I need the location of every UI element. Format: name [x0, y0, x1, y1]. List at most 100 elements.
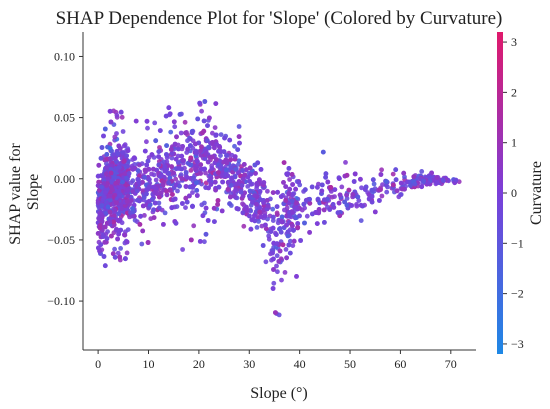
scatter-point — [184, 174, 190, 180]
scatter-point — [138, 213, 144, 219]
scatter-point — [172, 124, 178, 130]
scatter-point — [128, 198, 134, 203]
x-tick-label: 0 — [95, 357, 101, 371]
x-axis-ticks: 0 10 20 30 40 50 60 70 — [95, 350, 457, 371]
scatter-point — [228, 165, 234, 171]
scatter-point — [166, 105, 172, 111]
colorbar-gradient — [497, 32, 503, 354]
scatter-point — [248, 171, 254, 177]
scatter-point — [237, 140, 242, 146]
scatter-point — [244, 208, 250, 214]
scatter-point — [125, 187, 130, 193]
scatter-point — [275, 269, 280, 275]
scatter-point — [162, 164, 168, 170]
scatter-point — [119, 114, 125, 120]
scatter-point — [140, 179, 145, 185]
scatter-point — [262, 213, 268, 219]
scatter-point — [111, 213, 117, 219]
scatter-point — [193, 141, 198, 147]
scatter-point — [342, 199, 347, 205]
scatter-point — [315, 196, 321, 202]
scatter-point — [370, 177, 376, 183]
scatter-point — [95, 173, 101, 179]
scatter-point — [358, 218, 364, 224]
scatter-point — [257, 189, 263, 194]
scatter-point — [188, 143, 193, 149]
scatter-point — [307, 230, 312, 235]
scatter-point — [286, 191, 292, 197]
scatter-point — [105, 204, 111, 210]
scatter-point — [294, 274, 299, 279]
scatter-point — [332, 187, 338, 193]
scatter-point — [144, 191, 149, 197]
scatter-point — [339, 184, 345, 190]
scatter-point — [227, 201, 233, 207]
scatter-point — [164, 152, 169, 157]
scatter-point — [101, 181, 107, 186]
scatter-point — [419, 169, 425, 174]
scatter-point — [218, 163, 223, 169]
scatter-point — [112, 156, 118, 161]
scatter-point — [199, 108, 205, 114]
scatter-point — [378, 187, 383, 193]
scatter-point — [224, 167, 229, 173]
scatter-point — [291, 227, 296, 233]
scatter-point — [169, 151, 175, 156]
scatter-point — [137, 162, 142, 168]
scatter-point — [289, 172, 295, 177]
x-tick-label: 50 — [344, 357, 356, 371]
scatter-point — [169, 164, 175, 170]
scatter-point — [199, 144, 204, 150]
scatter-point — [248, 208, 254, 214]
scatter-point — [197, 100, 203, 106]
scatter-point — [283, 184, 289, 190]
scatter-point — [158, 172, 164, 178]
scatter-point — [172, 141, 178, 147]
scatter-point — [277, 248, 283, 254]
scatter-point — [283, 247, 289, 252]
scatter-point — [164, 192, 170, 198]
scatter-point — [379, 167, 384, 173]
scatter-point — [257, 205, 262, 211]
scatter-point — [160, 182, 166, 188]
scatter-point — [195, 116, 201, 122]
scatter-point — [185, 146, 191, 152]
scatter-point — [322, 220, 327, 225]
scatter-point — [107, 197, 113, 203]
scatter-point — [295, 221, 301, 226]
scatter-point — [228, 157, 234, 163]
scatter-point — [203, 180, 209, 186]
scatter-point — [130, 166, 136, 172]
y-axis-label-line-1: SHAP value for — [7, 143, 24, 245]
scatter-point — [202, 99, 208, 104]
scatter-point — [276, 259, 282, 264]
scatter-point — [194, 158, 200, 164]
scatter-point — [120, 179, 125, 185]
scatter-point — [201, 118, 207, 124]
scatter-point — [216, 170, 221, 176]
scatter-point — [168, 129, 174, 135]
scatter-point — [260, 243, 266, 248]
scatter-point — [321, 207, 327, 213]
scatter-point — [261, 180, 267, 185]
scatter-point — [328, 185, 334, 190]
scatter-point — [130, 206, 135, 211]
scatter-point — [303, 197, 309, 203]
scatter-point — [343, 160, 348, 165]
scatter-point — [107, 145, 113, 151]
scatter-point — [247, 188, 253, 194]
scatter-point — [379, 193, 385, 199]
scatter-point — [107, 219, 113, 225]
scatter-point — [212, 145, 217, 151]
scatter-point — [188, 155, 194, 161]
scatter-point — [212, 125, 218, 130]
scatter-point — [427, 175, 433, 180]
y-axis-ticks: 0.10 0.05 0.00 −0.05 −0.10 — [47, 49, 83, 308]
scatter-point — [232, 154, 238, 160]
scatter-point — [234, 206, 240, 211]
scatter-point — [290, 210, 295, 215]
scatter-point — [125, 227, 131, 233]
scatter-point — [139, 241, 145, 247]
scatter-point — [257, 209, 262, 215]
scatter-point — [183, 130, 189, 136]
